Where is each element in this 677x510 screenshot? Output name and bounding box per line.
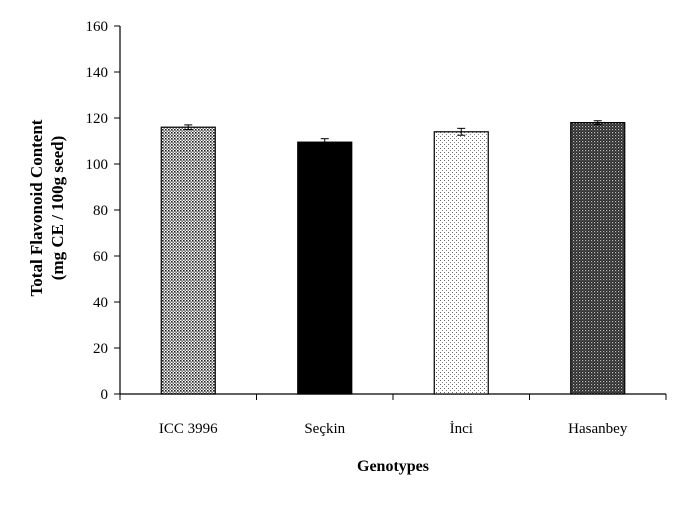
x-tick-label-2: İnci [450,421,473,437]
y-tick-label-2: 40 [93,295,108,311]
y-tick-label-4: 80 [93,203,108,219]
bar-1 [297,141,353,395]
y-axis-label-line2: (mg CE / 100g seed) [48,136,67,280]
x-axis-label: Genotypes [357,458,429,475]
x-tick-label-1: Seçkin [304,421,345,437]
y-tick-label-3: 60 [93,249,108,265]
bar-2 [433,131,489,395]
y-tick-label-8: 160 [86,19,109,35]
y-tick-label-1: 20 [93,341,108,357]
y-axis-label: Total Flavonoid Content (mg CE / 100g se… [27,119,67,296]
x-tick-label-0: ICC 3996 [159,421,218,437]
y-tick-label-7: 140 [86,65,109,81]
y-tick-label-0: 0 [101,387,109,403]
plot-area: 0 20 40 60 80 100 120 140 160 ICC 3996 Seçkin İnci H… [86,19,667,437]
bar-0 [160,126,216,395]
y-tick-label-5: 100 [86,157,109,173]
y-tick-label-6: 120 [86,111,109,127]
bar-3 [570,121,626,395]
x-tick-label-3: Hasanbey [568,421,628,437]
y-axis-label-line1: Total Flavonoid Content [27,119,46,296]
